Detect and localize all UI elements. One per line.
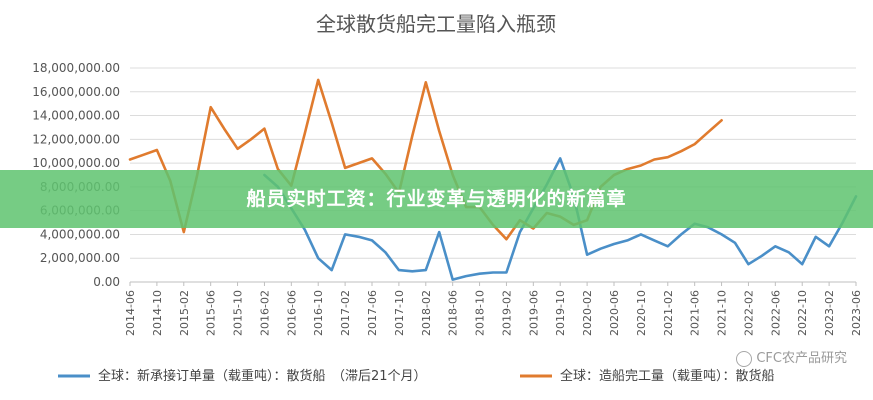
x-tick-label: 2021-10 [716, 290, 729, 336]
y-tick-label: 18,000,000.00 [32, 61, 120, 75]
legend-label-1: 全球：新承接订单量（载重吨）：散货船 （滞后21个月） [98, 368, 427, 384]
y-tick-label: 2,000,000.00 [40, 251, 120, 265]
x-tick-label: 2015-06 [205, 290, 218, 336]
x-tick-label: 2021-02 [662, 290, 675, 336]
legend: 全球：新承接订单量（载重吨）：散货船 （滞后21个月） 全球：造船完工量（载重吨）… [58, 368, 775, 384]
x-tick-label: 2017-02 [339, 290, 352, 336]
x-tick-label: 2020-10 [635, 290, 648, 336]
x-tick-label: 2018-10 [474, 290, 487, 336]
x-tick-label: 2022-02 [742, 290, 755, 336]
legend-label-2: 全球：造船完工量（载重吨）：散货船 [560, 368, 775, 384]
x-tick-label: 2014-10 [151, 290, 164, 336]
x-tick-label: 2016-02 [258, 290, 271, 336]
x-tick-label: 2014-06 [124, 290, 137, 336]
x-tick-label: 2018-06 [447, 290, 460, 336]
x-tick-label: 2016-06 [285, 290, 298, 336]
x-tick-label: 2023-06 [850, 290, 863, 336]
x-tick-label: 2020-02 [581, 290, 594, 336]
x-tick-label: 2019-06 [527, 290, 540, 336]
axes: 0.002,000,000.004,000,000.006,000,000.00… [32, 61, 863, 336]
x-tick-label: 2022-10 [796, 290, 809, 336]
x-tick-label: 2019-02 [500, 290, 513, 336]
watermark: CFC农产品研究 [736, 347, 847, 367]
series-line-1 [263, 157, 858, 281]
x-tick-label: 2022-06 [769, 290, 782, 336]
x-tick-label: 2017-10 [393, 290, 406, 336]
x-tick-label: 2018-02 [420, 290, 433, 336]
y-tick-label: 4,000,000.00 [40, 227, 120, 241]
x-tick-label: 2015-02 [178, 290, 191, 336]
watermark-text: CFC农产品研究 [756, 351, 847, 366]
title-banner: 船员实时工资：行业变革与透明化的新篇章 [0, 170, 873, 228]
x-tick-label: 2020-06 [608, 290, 621, 336]
x-tick-label: 2019-10 [554, 290, 567, 336]
banner-title: 船员实时工资：行业变革与透明化的新篇章 [246, 188, 627, 210]
x-tick-label: 2023-02 [823, 290, 836, 336]
grid-lines [130, 67, 856, 283]
y-tick-label: 12,000,000.00 [32, 132, 120, 146]
y-tick-label: 14,000,000.00 [32, 109, 120, 123]
x-tick-label: 2016-10 [312, 290, 325, 336]
x-tick-label: 2015-10 [232, 290, 245, 336]
chart-title: 全球散货船完工量陷入瓶颈 [316, 12, 556, 36]
y-tick-label: 0.00 [93, 275, 120, 289]
wechat-icon [736, 350, 753, 367]
x-tick-label: 2017-06 [366, 290, 379, 336]
y-tick-label: 10,000,000.00 [32, 156, 120, 170]
x-tick-label: 2021-06 [689, 290, 702, 336]
y-tick-label: 16,000,000.00 [32, 85, 120, 99]
